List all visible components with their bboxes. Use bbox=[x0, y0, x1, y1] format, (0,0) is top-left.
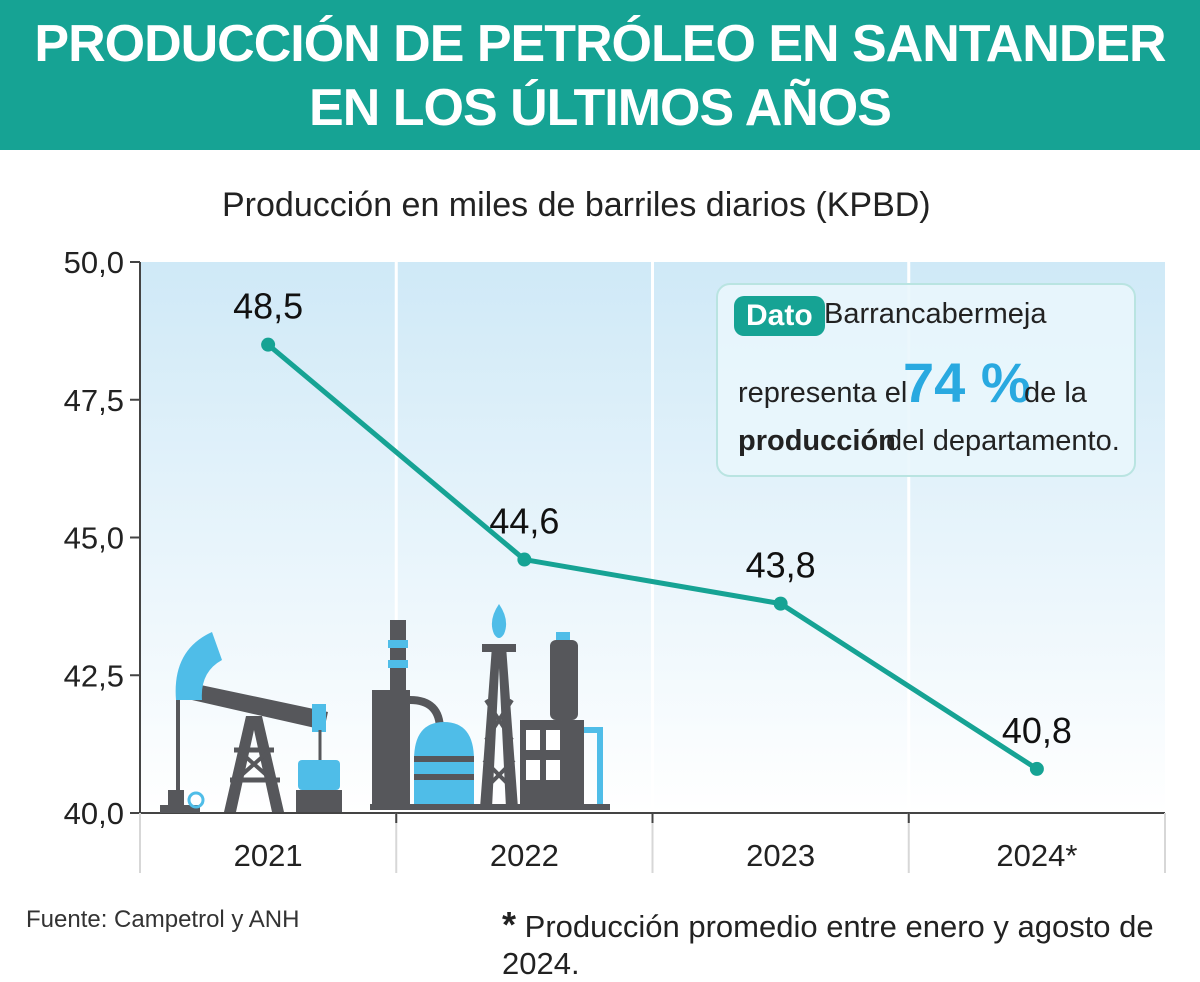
y-tick-label: 40,0 bbox=[64, 796, 124, 831]
footnote-star: * bbox=[502, 904, 517, 945]
series-line bbox=[266, 342, 1039, 772]
callout-percent: 74 % bbox=[903, 351, 1031, 414]
callout-line-3-bold: producción bbox=[738, 425, 896, 457]
x-tick-label: 2024* bbox=[996, 838, 1077, 873]
dato-badge: Dato bbox=[734, 296, 825, 336]
x-tick-label: 2021 bbox=[234, 838, 303, 873]
data-label: 44,6 bbox=[489, 501, 559, 542]
y-tick-label: 42,5 bbox=[64, 658, 124, 693]
footnote: * Producción promedio entre enero y agos… bbox=[502, 904, 1200, 982]
y-tick-label: 45,0 bbox=[64, 521, 124, 556]
y-tick-label: 47,5 bbox=[64, 383, 124, 418]
chart-subtitle: Producción en miles de barriles diarios … bbox=[222, 186, 931, 224]
callout-line-2-pre: representa el bbox=[738, 377, 908, 409]
title-line-2: EN LOS ÚLTIMOS AÑOS bbox=[309, 79, 892, 137]
data-label: 48,5 bbox=[233, 286, 303, 327]
y-tick-label: 50,0 bbox=[64, 245, 124, 280]
callout-line-1: Barrancabermeja bbox=[824, 298, 1047, 330]
refinery-icon bbox=[370, 604, 610, 810]
x-tick-label: 2022 bbox=[490, 838, 559, 873]
data-point bbox=[261, 337, 276, 352]
data-label: 40,8 bbox=[1002, 710, 1072, 751]
callout-line-2-post: de la bbox=[1024, 377, 1087, 409]
data-point bbox=[517, 552, 532, 567]
pump-jack-icon bbox=[160, 632, 342, 813]
data-point bbox=[1029, 761, 1044, 776]
callout-line-3-rest: del departamento. bbox=[886, 425, 1120, 457]
source-note: Fuente: Campetrol y ANH bbox=[26, 906, 300, 933]
title-banner: PRODUCCIÓN DE PETRÓLEO EN SANTANDER EN L… bbox=[0, 0, 1200, 150]
footnote-text: Producción promedio entre enero y agosto… bbox=[502, 909, 1154, 981]
title-line-1: PRODUCCIÓN DE PETRÓLEO EN SANTANDER bbox=[34, 15, 1166, 73]
line-chart: 40,0 42,5 45,0 47,5 50,0 2021 2022 2023 2024* bbox=[64, 245, 1166, 873]
x-tick-label: 2023 bbox=[746, 838, 815, 873]
data-label: 43,8 bbox=[746, 545, 816, 586]
data-point bbox=[773, 596, 788, 611]
